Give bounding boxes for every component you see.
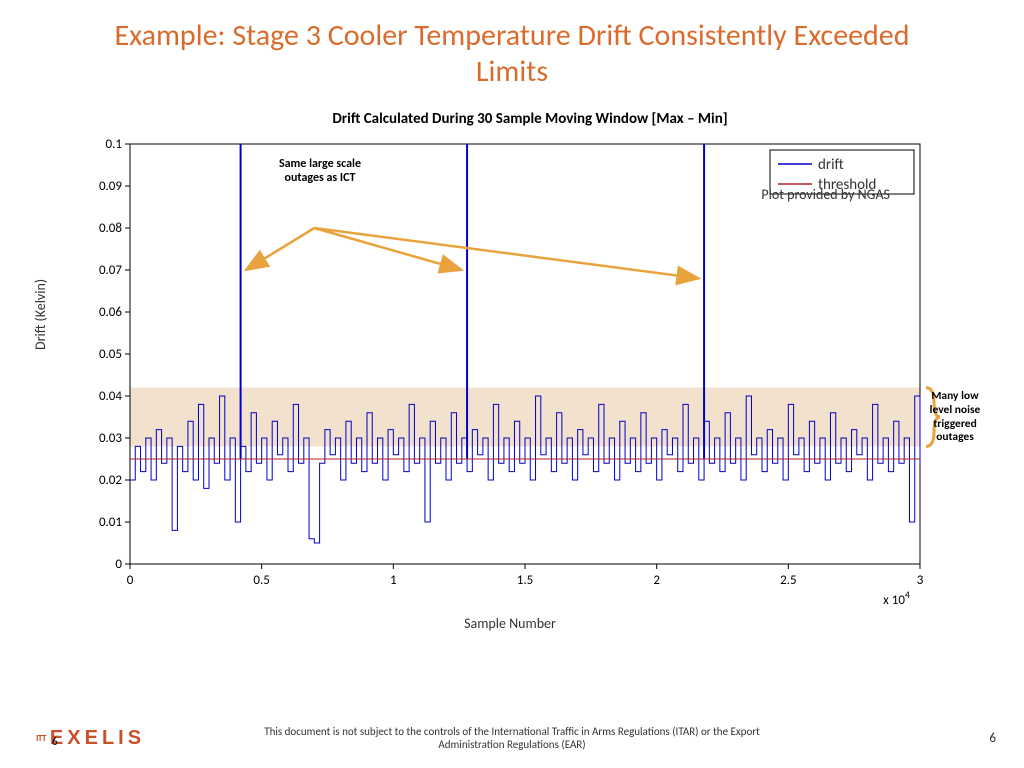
chart-subtitle: Drift Calculated During 30 Sample Moving… xyxy=(100,110,960,128)
drift-chart: 0 0.01 0.02 0.03 0.04 0.05 0.06 0.07 0.08 0.09 0.1… xyxy=(60,134,960,624)
svg-text:1.5: 1.5 xyxy=(517,573,533,588)
svg-text:1: 1 xyxy=(390,573,397,588)
svg-text:0.03: 0.03 xyxy=(99,431,122,446)
chart-container: Drift Calculated During 30 Sample Moving… xyxy=(60,110,960,650)
svg-text:2.5: 2.5 xyxy=(780,573,796,588)
svg-text:2: 2 xyxy=(653,573,660,588)
plot-credit: Plot provided by NGAS xyxy=(761,186,890,203)
logo-prefix: ITT xyxy=(36,733,46,744)
side-annotation: Many low level noise triggered outages xyxy=(920,390,990,445)
page-number-inline: 6 xyxy=(52,735,58,748)
outages-annotation: Same large scaleoutages as ICT xyxy=(250,158,390,186)
svg-text:0.09: 0.09 xyxy=(99,179,122,194)
svg-text:0: 0 xyxy=(127,573,134,588)
svg-text:3: 3 xyxy=(917,573,924,588)
svg-text:0.06: 0.06 xyxy=(99,305,122,320)
slide-title: Example: Stage 3 Cooler Temperature Drif… xyxy=(0,0,1024,96)
svg-text:0.04: 0.04 xyxy=(99,389,122,404)
svg-text:0.02: 0.02 xyxy=(99,473,122,488)
svg-text:drift: drift xyxy=(818,156,844,174)
svg-text:x 104: x 104 xyxy=(883,588,910,609)
page-number: 6 xyxy=(989,731,996,746)
svg-text:0.08: 0.08 xyxy=(99,221,122,236)
svg-text:0.1: 0.1 xyxy=(106,137,122,152)
y-axis-label: Drift (Kelvin) xyxy=(32,279,49,350)
svg-text:0.05: 0.05 xyxy=(99,347,122,362)
svg-text:0.5: 0.5 xyxy=(253,573,269,588)
footer: ITT EXELIS 6 This document is not subjec… xyxy=(0,706,1024,756)
footer-disclaimer: This document is not subject to the cont… xyxy=(252,725,772,753)
svg-text:0.07: 0.07 xyxy=(99,263,122,278)
svg-text:0.01: 0.01 xyxy=(99,515,122,530)
logo-text: EXELIS xyxy=(50,727,145,750)
x-axis-label: Sample Number xyxy=(464,615,556,632)
svg-text:0: 0 xyxy=(115,557,122,572)
